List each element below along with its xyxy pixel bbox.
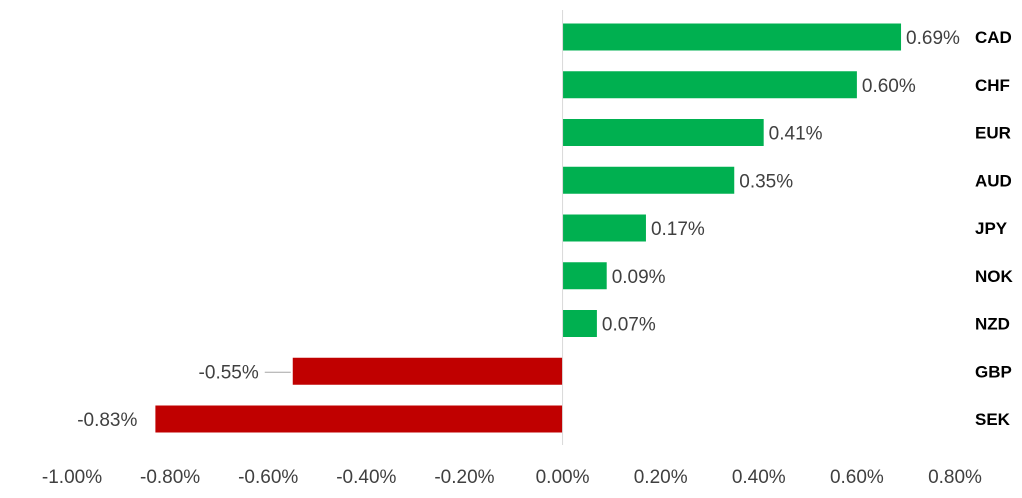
data-label-sek: -0.83% (77, 410, 137, 431)
category-label-aud: AUD (975, 171, 1012, 190)
data-label-eur: 0.41% (769, 124, 823, 145)
category-label-jpy: JPY (975, 219, 1008, 238)
data-label-gbp: -0.55% (199, 362, 259, 383)
x-tick-label: 0.20% (634, 467, 688, 488)
bar-sek (155, 405, 563, 433)
x-tick-label: 0.80% (928, 467, 982, 488)
bar-nok (562, 262, 607, 290)
category-label-nok: NOK (975, 267, 1014, 286)
x-tick-label: 0.60% (830, 467, 884, 488)
x-tick-label: -0.60% (238, 467, 298, 488)
x-tick-label: -1.00% (42, 467, 102, 488)
x-tick-label: 0.40% (732, 467, 786, 488)
bar-aud (562, 166, 735, 194)
x-tick-label: -0.80% (140, 467, 200, 488)
bars-group (155, 23, 902, 433)
bar-gbp (292, 357, 563, 385)
data-label-nzd: 0.07% (602, 315, 656, 336)
bar-jpy (562, 214, 646, 242)
category-labels-group: CAD CHF EUR AUD JPY NOK NZD GBP SEK (975, 28, 1014, 429)
data-labels-group: 0.69% 0.60% 0.41% 0.35% 0.17% 0.09% 0.07% -0.55… (77, 28, 960, 431)
data-label-aud: 0.35% (739, 171, 793, 192)
x-tick-label: 0.00% (536, 467, 590, 488)
category-label-nzd: NZD (975, 315, 1010, 334)
data-label-cad: 0.69% (906, 28, 960, 49)
data-label-nok: 0.09% (612, 267, 666, 288)
bar-chf (562, 71, 857, 99)
category-label-chf: CHF (975, 76, 1010, 95)
bar-cad (562, 23, 902, 51)
bar-nzd (562, 310, 597, 337)
x-tick-label: -0.20% (434, 467, 494, 488)
data-label-chf: 0.60% (862, 76, 916, 97)
category-label-eur: EUR (975, 124, 1011, 143)
category-label-gbp: GBP (975, 362, 1012, 381)
data-label-jpy: 0.17% (651, 219, 705, 240)
category-label-cad: CAD (975, 28, 1012, 47)
x-tick-label: -0.40% (336, 467, 396, 488)
x-tick-labels-group: -1.00% -0.80% -0.60% -0.40% -0.20% 0.00% 0.20%… (42, 467, 982, 488)
category-label-sek: SEK (975, 410, 1011, 429)
bar-eur (562, 119, 764, 146)
